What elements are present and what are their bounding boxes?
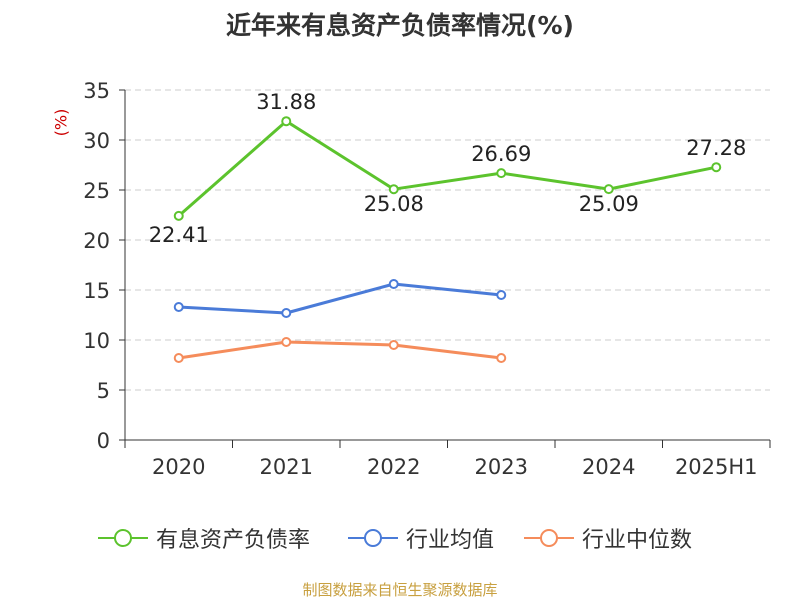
series-line-1 xyxy=(178,282,502,315)
legend-item-industry-mean[interactable]: 行业均值 xyxy=(348,520,494,556)
data-point xyxy=(603,184,614,195)
y-tick-label: 30 xyxy=(83,129,110,153)
legend-marker-icon xyxy=(98,529,148,547)
data-label: 26.69 xyxy=(471,142,531,166)
data-point xyxy=(173,210,184,221)
data-point xyxy=(711,162,722,173)
legend-marker-icon xyxy=(348,529,398,547)
y-tick-label: 0 xyxy=(97,429,110,453)
data-label: 22.41 xyxy=(149,223,209,247)
x-tick-label: 2020 xyxy=(152,455,205,479)
data-point xyxy=(173,353,184,363)
y-tick-label: 35 xyxy=(83,79,110,103)
line-chart: 0 5 10 15 20 25 30 35 2020 2021 2022 2023 2024 2025H1… xyxy=(83,79,771,479)
y-tick-label: 10 xyxy=(83,329,110,353)
data-point xyxy=(388,184,399,195)
series-line-2 xyxy=(178,340,502,360)
data-label: 25.08 xyxy=(364,192,424,216)
data-point xyxy=(173,302,184,312)
legend-label: 行业中位数 xyxy=(582,528,693,553)
legend-label: 行业均值 xyxy=(406,528,495,553)
data-point xyxy=(281,337,292,347)
legend: 有息资产负债率 行业均值 行业中位数 xyxy=(0,520,800,556)
legend-marker-icon xyxy=(524,529,574,547)
data-point xyxy=(388,340,399,350)
data-point xyxy=(281,116,292,127)
x-tick-label: 2025H1 xyxy=(675,455,758,479)
data-point xyxy=(496,168,507,179)
y-tick-label: 20 xyxy=(83,229,110,253)
y-tick-label: 5 xyxy=(97,379,110,403)
data-point xyxy=(496,353,507,363)
source-note: 制图数据来自恒生聚源数据库 xyxy=(302,581,498,599)
y-tick-label: 15 xyxy=(83,279,110,303)
data-point xyxy=(388,279,399,289)
series-line-0 xyxy=(177,119,717,218)
data-label: 25.09 xyxy=(579,192,639,216)
x-tick-label: 2024 xyxy=(582,455,635,479)
x-tick-label: 2021 xyxy=(260,455,313,479)
data-point xyxy=(281,308,292,318)
data-label: 31.88 xyxy=(256,90,316,114)
chart-title: 近年来有息资产负债率情况(%) xyxy=(226,11,574,40)
y-tick-label: 25 xyxy=(83,179,110,203)
data-point xyxy=(496,290,507,300)
data-label: 27.28 xyxy=(686,136,746,160)
legend-item-debt-ratio[interactable]: 有息资产负债率 xyxy=(98,520,310,556)
legend-label: 有息资产负债率 xyxy=(156,528,311,553)
x-tick-label: 2022 xyxy=(367,455,420,479)
legend-item-industry-median[interactable]: 行业中位数 xyxy=(524,520,692,556)
x-tick-label: 2023 xyxy=(475,455,528,479)
